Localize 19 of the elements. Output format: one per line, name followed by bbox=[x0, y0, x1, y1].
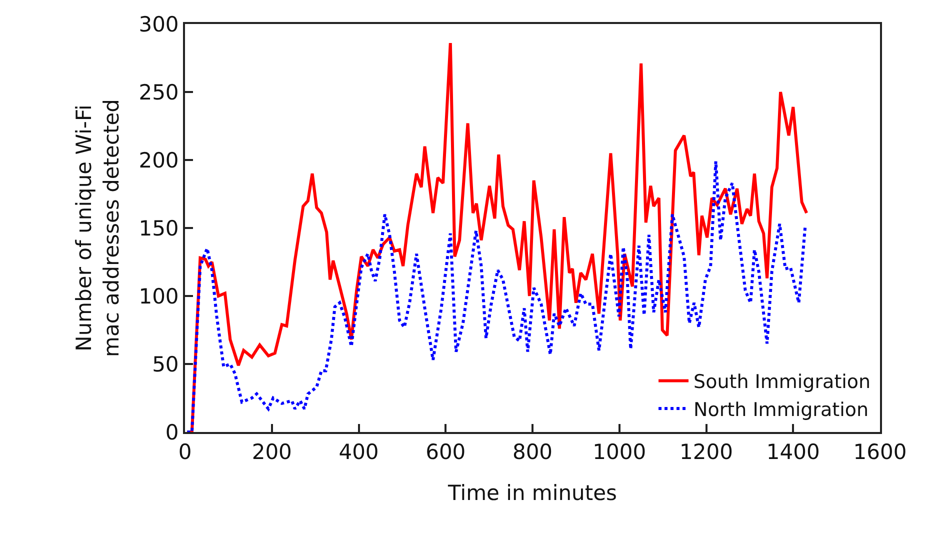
x-axis-title: Time in minutes bbox=[447, 480, 617, 505]
y-tick-label: 0 bbox=[165, 420, 179, 444]
x-tick-label: 1400 bbox=[766, 440, 820, 464]
x-tick-label: 200 bbox=[252, 440, 292, 464]
x-tick-label: 800 bbox=[512, 440, 553, 464]
x-tick-label: 1200 bbox=[680, 440, 733, 464]
y-tick-label: 300 bbox=[138, 12, 179, 36]
legend-label: North Immigration bbox=[694, 398, 869, 421]
y-axis-title: Number of unique Wi-Fi mac addresses detected bbox=[72, 98, 124, 358]
x-tick-label: 1600 bbox=[853, 440, 907, 464]
legend-label: South Immigration bbox=[694, 371, 871, 394]
y-tick-label: 50 bbox=[152, 352, 179, 376]
y-tick-label: 250 bbox=[138, 80, 179, 104]
x-tick-label: 400 bbox=[338, 440, 379, 464]
y-tick-label: 200 bbox=[138, 148, 179, 172]
x-tick-label: 1000 bbox=[592, 440, 646, 464]
x-tick-label: 600 bbox=[426, 440, 466, 464]
y-tick-label: 100 bbox=[138, 284, 179, 308]
y-tick-label: 150 bbox=[138, 216, 179, 240]
